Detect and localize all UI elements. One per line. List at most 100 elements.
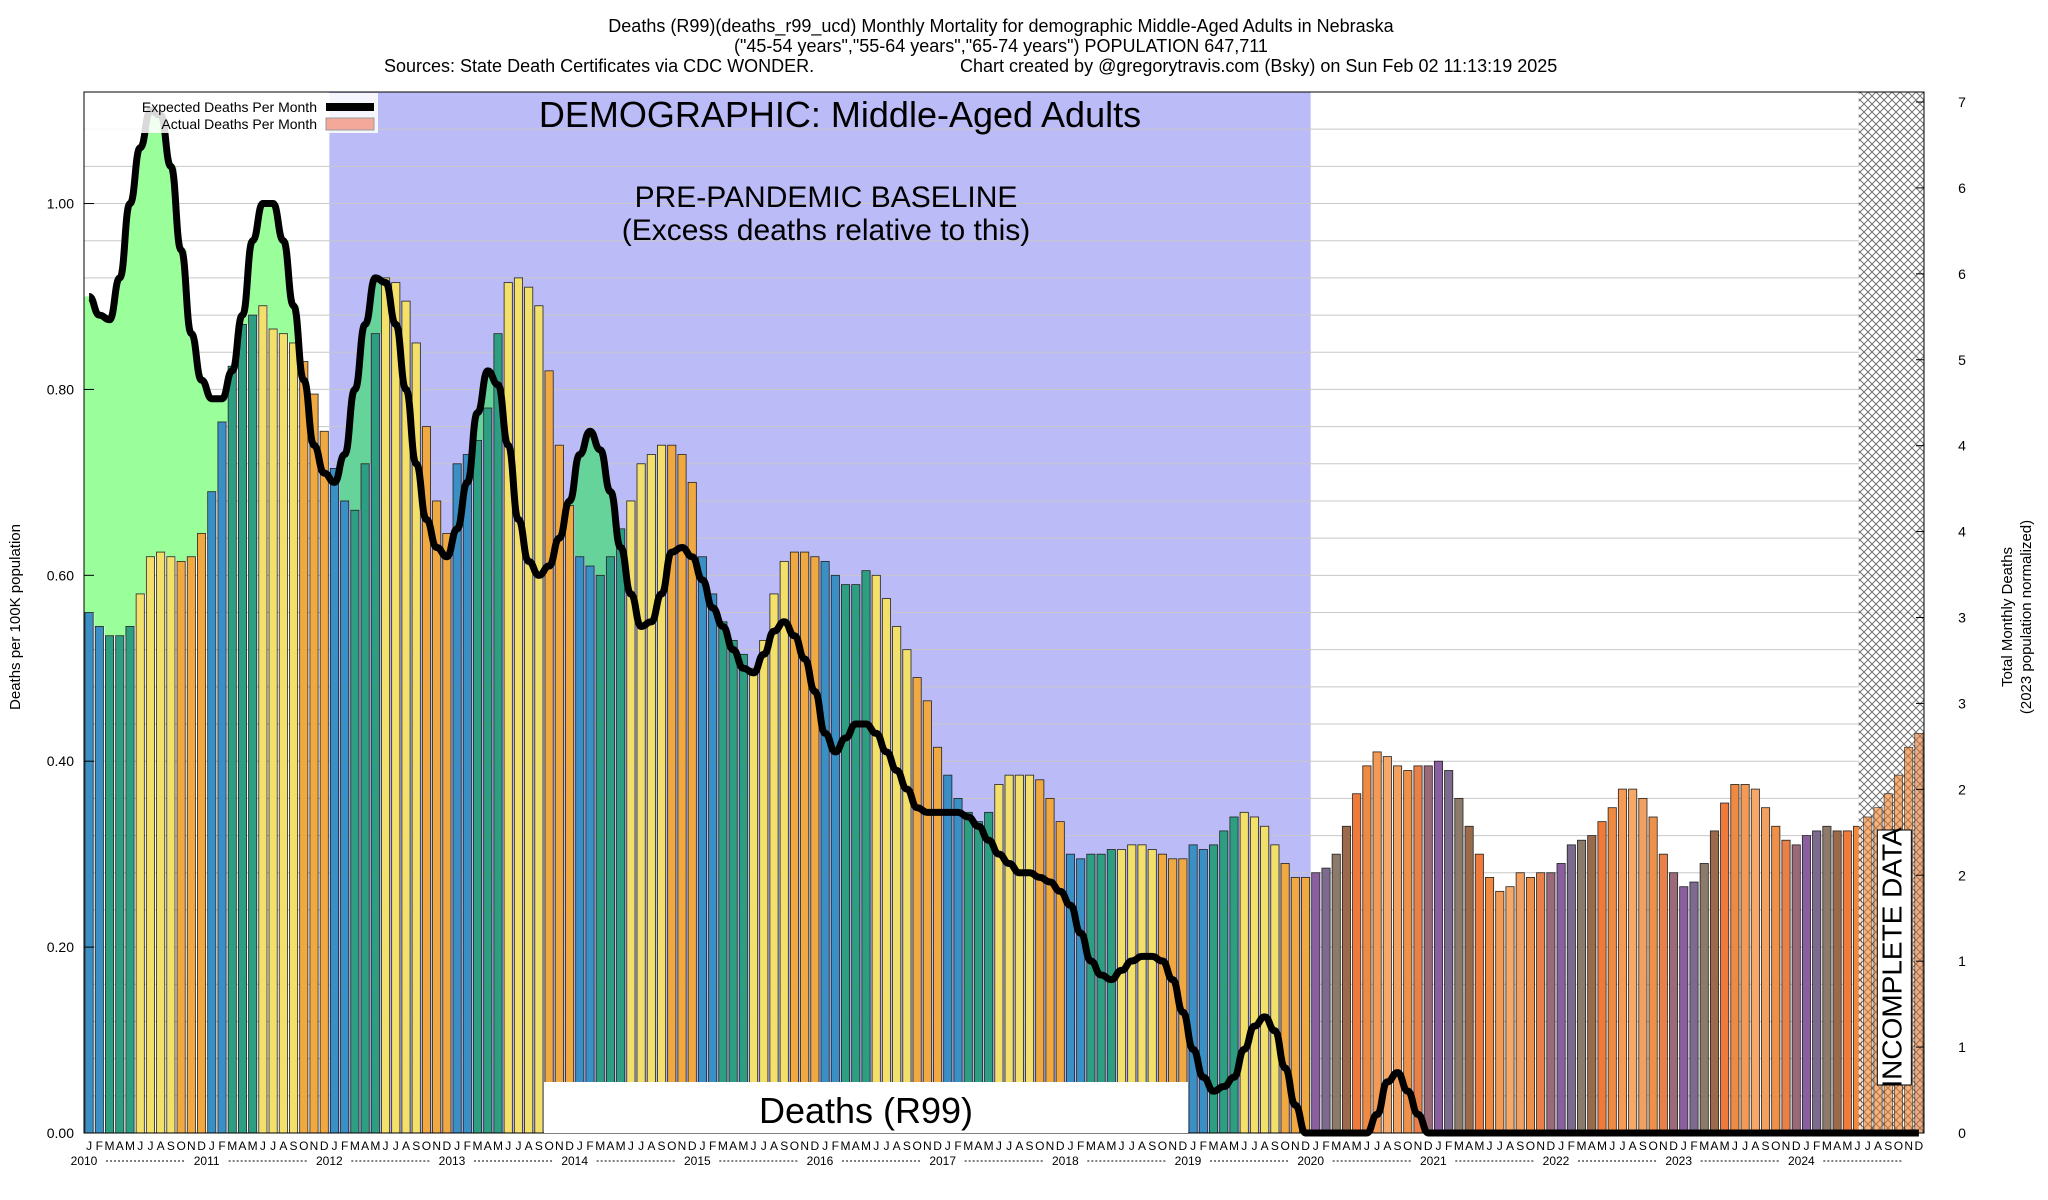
month-label: S	[658, 1139, 666, 1153]
below-expected-fill	[595, 449, 606, 576]
month-label: F	[586, 1139, 593, 1153]
month-label: A	[1874, 1139, 1882, 1153]
actual-bar	[268, 328, 278, 1134]
month-label: O	[912, 1139, 921, 1153]
actual-bar	[779, 560, 789, 1134]
month-label: M	[125, 1139, 135, 1153]
month-label: A	[1629, 1139, 1637, 1153]
month-label: A	[361, 1139, 369, 1153]
month-label: O	[544, 1139, 553, 1153]
month-label: J	[137, 1139, 143, 1153]
y-tick-label: 0.00	[47, 1125, 74, 1141]
actual-bar	[1791, 844, 1801, 1134]
actual-bar	[1229, 816, 1239, 1134]
month-label: O	[1280, 1139, 1289, 1153]
month-label: A	[1261, 1139, 1269, 1153]
month-label: M	[493, 1139, 503, 1153]
month-label: S	[1884, 1139, 1892, 1153]
month-label: M	[1229, 1139, 1239, 1153]
month-label: A	[1342, 1139, 1350, 1153]
actual-bar	[115, 635, 125, 1134]
actual-bar	[1730, 784, 1740, 1134]
month-label: N	[555, 1139, 564, 1153]
below-expected-fill	[247, 240, 259, 316]
actual-bar	[1454, 797, 1464, 1134]
month-label: M	[1352, 1139, 1362, 1153]
below-expected-fill	[216, 398, 228, 422]
month-label: D	[197, 1139, 206, 1153]
month-label: D	[443, 1139, 452, 1153]
chart-sources: Sources: State Death Certificates via CD…	[384, 56, 814, 76]
actual-bar	[830, 574, 840, 1134]
year-label: 2024	[1788, 1154, 1815, 1168]
legend-actual-swatch	[325, 117, 375, 131]
month-label: O	[1403, 1139, 1412, 1153]
actual-bar	[1198, 849, 1208, 1134]
below-expected-fill	[370, 277, 381, 334]
month-label: S	[412, 1139, 420, 1153]
actual-bar	[933, 746, 943, 1134]
month-label: M	[861, 1139, 871, 1153]
month-label: J	[761, 1139, 767, 1153]
below-expected-fill	[155, 115, 167, 553]
month-label: N	[678, 1139, 687, 1153]
y2-tick-label: 5	[1958, 352, 1966, 368]
month-label: O	[667, 1139, 676, 1153]
actual-bar	[1270, 844, 1280, 1134]
incomplete-bar	[1914, 733, 1924, 1134]
month-label: M	[350, 1139, 360, 1153]
month-label: S	[1026, 1139, 1034, 1153]
incomplete-bar	[1863, 816, 1873, 1134]
actual-bar	[1249, 816, 1259, 1134]
actual-bar	[1628, 788, 1638, 1134]
month-label: M	[1699, 1139, 1709, 1153]
month-label: S	[1639, 1139, 1647, 1153]
expected-shading	[84, 110, 617, 636]
actual-bar	[994, 784, 1004, 1134]
month-label: J	[393, 1139, 399, 1153]
month-label: J	[873, 1139, 879, 1153]
y2-tick-label: 2	[1958, 867, 1966, 883]
legend-actual-label: Actual Deaths Per Month	[161, 116, 317, 132]
y2-tick-label: 6	[1958, 266, 1966, 282]
month-label: O	[1526, 1139, 1535, 1153]
month-label: A	[1710, 1139, 1718, 1153]
below-expected-fill	[165, 166, 177, 557]
actual-bar	[1556, 863, 1566, 1134]
actual-bar	[1648, 816, 1658, 1134]
actual-bar	[217, 421, 227, 1134]
month-label: S	[1516, 1139, 1524, 1153]
below-expected-fill	[584, 431, 596, 567]
y-tick-label: 0.80	[47, 381, 74, 397]
actual-bar	[851, 584, 861, 1134]
actual-bar	[391, 282, 401, 1134]
actual-bar	[483, 407, 493, 1134]
y-axis-label: Deaths per 100K population	[7, 524, 24, 710]
month-label: J	[383, 1139, 389, 1153]
y2-tick-label: 3	[1958, 610, 1966, 626]
month-label: S	[1271, 1139, 1279, 1153]
month-label: S	[903, 1139, 911, 1153]
actual-bar	[1679, 886, 1689, 1134]
y-tick-label: 0.40	[47, 753, 74, 769]
actual-bar	[687, 481, 697, 1134]
actual-bar	[1607, 807, 1617, 1134]
year-label: 2017	[929, 1154, 956, 1168]
actual-bar	[237, 323, 247, 1134]
below-expected-fill	[104, 319, 116, 636]
actual-bar	[1597, 821, 1607, 1134]
below-expected-fill	[176, 250, 187, 562]
actual-bar	[759, 639, 769, 1134]
month-label: A	[484, 1139, 492, 1153]
actual-bar	[585, 565, 595, 1134]
month-label: A	[1751, 1139, 1759, 1153]
month-label: A	[974, 1139, 982, 1153]
actual-bar	[861, 570, 871, 1134]
month-label: O	[422, 1139, 431, 1153]
month-label: A	[770, 1139, 778, 1153]
actual-bar	[810, 556, 820, 1134]
month-label: N	[1168, 1139, 1177, 1153]
actual-bar	[1352, 793, 1362, 1134]
legend-expected-swatch	[326, 103, 374, 111]
actual-bar	[1474, 853, 1484, 1134]
